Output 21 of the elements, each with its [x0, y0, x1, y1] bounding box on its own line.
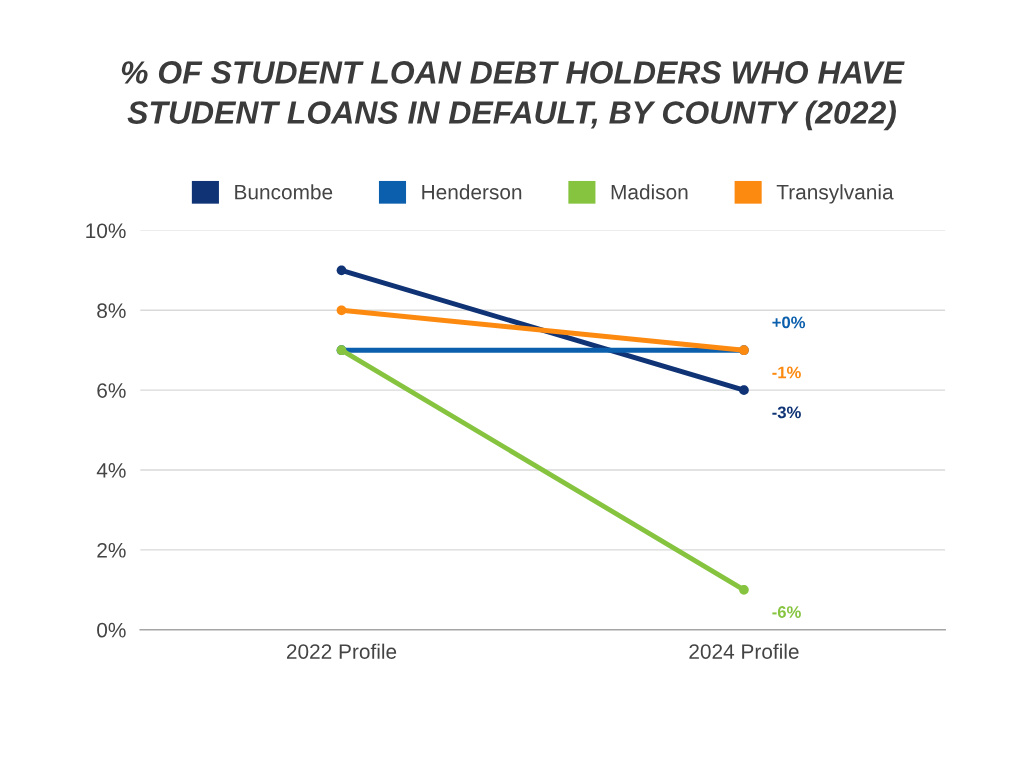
legend-label: Henderson [422, 184, 522, 200]
legend-label: Buncombe [235, 184, 333, 200]
point [336, 265, 347, 276]
point [739, 584, 749, 595]
chart-title: % OF STUDENT LOAN DEBT HOLDERS WHO HAVE STUDENT LOANS IN DEFAULT, BY COUNTY (2022) [121, 61, 905, 131]
y-tick-label: 8% [97, 303, 126, 319]
y-tick-label: 10% [86, 223, 126, 239]
annotation: -3% [772, 406, 801, 419]
legend-label: Transylvania [776, 184, 894, 204]
y-tick-label: 2% [97, 542, 126, 558]
point [336, 305, 347, 316]
y-tick-label: 4% [96, 463, 126, 478]
legend-label: Madison [611, 184, 688, 200]
annotation: -1% [772, 366, 801, 379]
point [739, 385, 749, 396]
y-tick-label: 0% [97, 622, 126, 638]
y-tick-label: 6% [97, 383, 126, 398]
x-tick-label: 2022 Profile [286, 643, 397, 659]
x-tick-label: 2024 Profile [689, 643, 799, 659]
annotation: +0% [772, 316, 806, 329]
annotation: -6% [772, 606, 801, 618]
